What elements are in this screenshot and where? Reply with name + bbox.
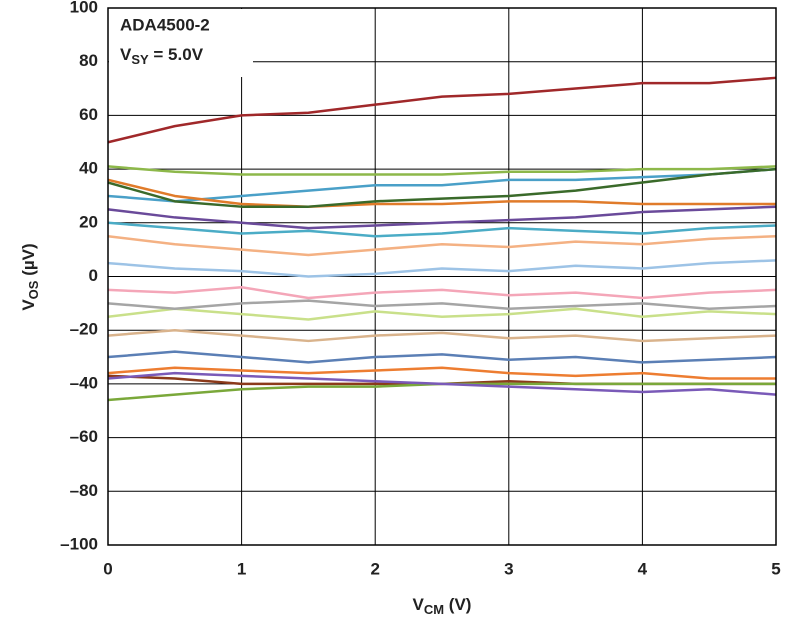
series-line <box>107 328 777 343</box>
annotation: ADA4500-2 <box>120 15 210 34</box>
x-tick-label: 2 <box>370 559 379 578</box>
y-tick-label: 20 <box>79 212 98 231</box>
y-tick-label: 100 <box>70 0 98 16</box>
series-line <box>107 285 777 300</box>
y-tick-label: –40 <box>70 373 98 392</box>
lines <box>107 76 777 402</box>
annotation-part: V <box>120 45 132 64</box>
y-axis-label: VOS (µV) <box>19 243 41 310</box>
series-line <box>107 307 777 321</box>
plot-frame <box>107 7 777 546</box>
y-tick-label: –60 <box>70 427 98 446</box>
y-tick-label: 80 <box>79 51 98 70</box>
x-tick-label: 3 <box>504 559 513 578</box>
y-tick-label: –20 <box>70 320 98 339</box>
annotation-box <box>109 9 253 77</box>
annotation: VSY = 5.0V <box>120 45 204 67</box>
x-tick-label: 0 <box>103 559 112 578</box>
y-tick-label: 40 <box>79 159 98 178</box>
series-line <box>107 205 777 230</box>
x-axis-label-part: V <box>413 595 425 614</box>
y-axis-label-part: OS <box>26 280 41 299</box>
series-line <box>107 76 777 144</box>
series-line <box>107 234 777 257</box>
annotation-part: = 5.0V <box>149 45 204 64</box>
x-tick-label: 5 <box>771 559 780 578</box>
series-line <box>107 259 777 278</box>
series-line <box>107 371 777 396</box>
series-line <box>107 167 777 203</box>
series-line <box>107 350 777 364</box>
series-line <box>107 167 777 208</box>
y-tick-label: –100 <box>60 534 98 553</box>
series-line <box>107 299 777 310</box>
y-tick-label: 60 <box>79 105 98 124</box>
y-axis-label-part: (µV) <box>19 243 38 280</box>
series-line <box>107 366 776 380</box>
x-tick-label: 1 <box>237 559 246 578</box>
y-axis-label-part: V <box>19 299 38 311</box>
x-axis-label: VCM (V) <box>413 595 472 617</box>
y-tick-label: –80 <box>70 481 98 500</box>
series-line <box>107 165 777 176</box>
x-tick-label: 4 <box>638 559 648 578</box>
series-line <box>107 178 776 208</box>
y-tick-label: 0 <box>89 266 98 285</box>
annotation-part: SY <box>131 52 149 67</box>
x-axis-label-part: CM <box>424 602 444 617</box>
x-axis-label-part: (V) <box>444 595 471 614</box>
series-line <box>107 221 777 238</box>
